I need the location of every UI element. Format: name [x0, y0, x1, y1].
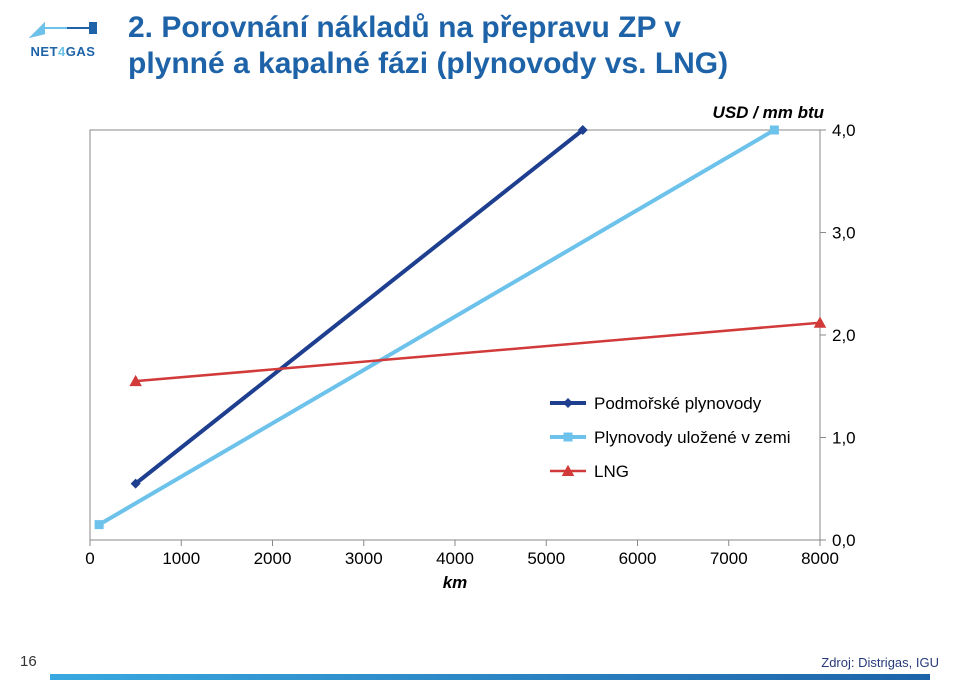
svg-text:3,0: 3,0 — [832, 224, 856, 243]
brand-text: NET4GAS — [31, 44, 96, 59]
chart: USD / mm btu 0,0 1,0 2,0 3,0 4,0 0 1000 2000 3000… — [80, 100, 880, 620]
footer-stripe — [50, 674, 930, 680]
svg-text:USD / mm btu: USD / mm btu — [713, 103, 825, 122]
svg-text:4,0: 4,0 — [832, 121, 856, 140]
page-title: 2. Porovnání nákladů na přepravu ZP v pl… — [128, 10, 929, 82]
svg-text:1,0: 1,0 — [832, 429, 856, 448]
page-number: 16 — [20, 653, 37, 670]
svg-text:km: km — [443, 573, 468, 592]
svg-text:2,0: 2,0 — [832, 326, 856, 345]
svg-text:5000: 5000 — [527, 549, 565, 568]
svg-text:0: 0 — [85, 549, 94, 568]
svg-text:0,0: 0,0 — [832, 531, 856, 550]
svg-text:1000: 1000 — [162, 549, 200, 568]
svg-text:2000: 2000 — [254, 549, 292, 568]
svg-text:6000: 6000 — [619, 549, 657, 568]
svg-text:4000: 4000 — [436, 549, 474, 568]
svg-text:Plynovody uložené v zemi: Plynovody uložené v zemi — [594, 428, 791, 447]
pipe-icon — [27, 14, 99, 42]
svg-text:8000: 8000 — [801, 549, 839, 568]
svg-text:LNG: LNG — [594, 462, 629, 481]
svg-text:7000: 7000 — [710, 549, 748, 568]
svg-text:Podmořské plynovody: Podmořské plynovody — [594, 394, 762, 413]
brand-logo: NET4GAS — [18, 14, 108, 68]
svg-text:3000: 3000 — [345, 549, 383, 568]
source-citation: Zdroj: Distrigas, IGU — [821, 655, 939, 670]
